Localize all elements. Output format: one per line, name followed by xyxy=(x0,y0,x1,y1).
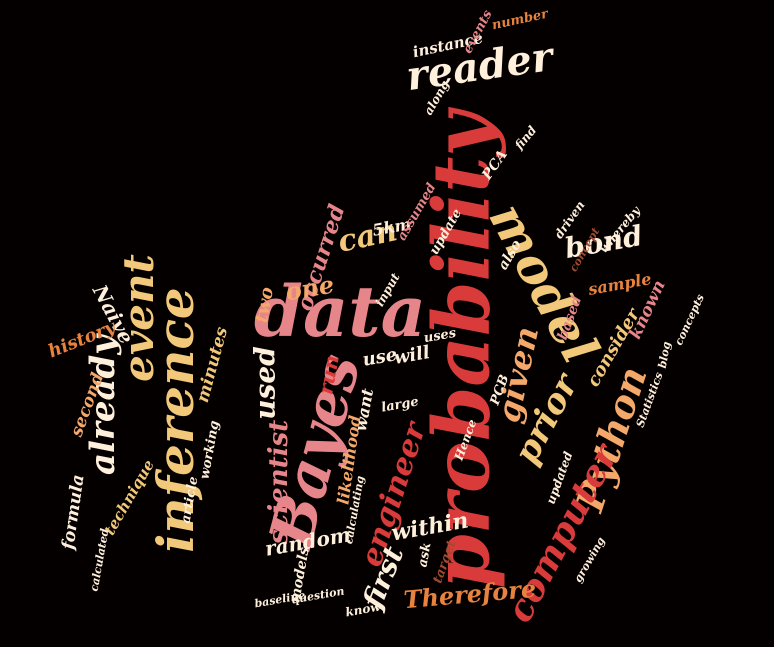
word-inference: inference xyxy=(146,287,205,552)
word-used: used xyxy=(249,346,282,420)
word-find: find xyxy=(511,123,539,153)
word-already: already xyxy=(83,333,123,475)
word-blog: blog xyxy=(656,340,674,369)
word-concepts: concepts xyxy=(672,292,707,347)
word-probability: probability xyxy=(417,107,508,589)
word-know: know xyxy=(344,599,382,619)
word-baseline: baseline xyxy=(253,589,306,611)
word-number: number xyxy=(491,7,551,34)
word-calculated: calculated xyxy=(88,527,112,592)
word-formula: formula xyxy=(58,473,88,551)
word-data: data xyxy=(254,270,426,353)
word-large: large xyxy=(380,394,420,415)
word-scientist: scientist xyxy=(264,420,294,545)
word-ask: ask xyxy=(415,542,434,569)
word-uses: uses xyxy=(423,326,458,347)
word-event: event xyxy=(114,254,163,382)
